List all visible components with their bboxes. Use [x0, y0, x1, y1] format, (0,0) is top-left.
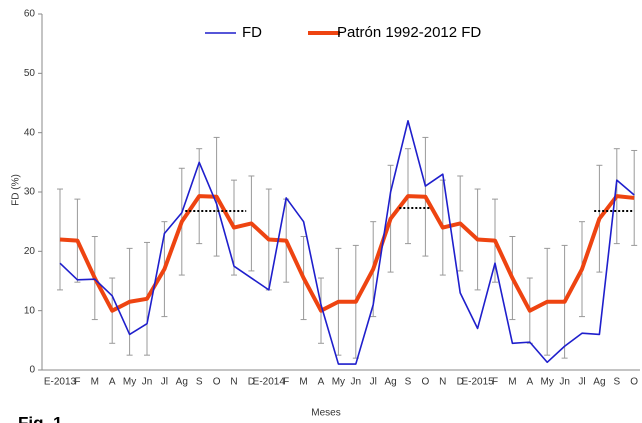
x-tick-label: O: [213, 377, 221, 388]
x-tick-label: Jl: [578, 377, 585, 388]
y-tick-label: 20: [24, 246, 36, 257]
x-tick-label: D: [248, 377, 255, 388]
y-tick-label: 60: [24, 9, 36, 20]
x-tick-label: My: [332, 377, 345, 388]
x-tick-label: E-2014: [253, 377, 286, 388]
x-tick-label: Jn: [142, 377, 153, 388]
x-tick-label: My: [541, 377, 554, 388]
x-tick-label: Jn: [559, 377, 570, 388]
legend-label: FD: [242, 24, 262, 41]
series-line: [59, 194, 635, 313]
caption: Fig. 1: [18, 413, 62, 423]
legend-label: Patrón 1992-2012 FD: [337, 24, 481, 41]
x-tick-label: Ag: [384, 377, 396, 388]
x-tick-label: E-2015: [461, 377, 494, 388]
x-tick-label: O: [630, 377, 638, 388]
x-tick-label: S: [405, 377, 412, 388]
x-tick-label: N: [439, 377, 446, 388]
y-tick-label: 0: [29, 365, 35, 376]
x-tick-label: Jn: [351, 377, 362, 388]
x-tick-label: Jl: [370, 377, 377, 388]
x-tick-label: O: [422, 377, 430, 388]
x-tick-label: Ag: [593, 377, 605, 388]
x-axis-label: Meses: [311, 408, 340, 419]
y-tick-label: 50: [24, 68, 36, 79]
x-tick-label: M: [508, 377, 516, 388]
x-tick-label: F: [283, 377, 289, 388]
x-tick-label: A: [318, 377, 325, 388]
x-tick-label: My: [123, 377, 136, 388]
y-tick-label: 30: [24, 187, 36, 198]
x-tick-label: D: [457, 377, 464, 388]
series-line: [59, 120, 635, 365]
x-tick-label: E-2013: [44, 377, 77, 388]
x-tick-label: M: [299, 377, 307, 388]
y-tick-label: 10: [24, 305, 36, 316]
x-tick-label: S: [196, 377, 203, 388]
x-tick-label: Jl: [161, 377, 168, 388]
y-tick-label: 40: [24, 127, 36, 138]
x-tick-label: A: [526, 377, 533, 388]
x-tick-label: N: [230, 377, 237, 388]
y-axis-label: FD (%): [11, 174, 22, 206]
x-tick-label: Ag: [176, 377, 188, 388]
x-tick-label: A: [109, 377, 116, 388]
x-tick-label: S: [613, 377, 620, 388]
x-tick-label: F: [74, 377, 80, 388]
x-tick-label: M: [91, 377, 99, 388]
x-tick-label: F: [492, 377, 498, 388]
